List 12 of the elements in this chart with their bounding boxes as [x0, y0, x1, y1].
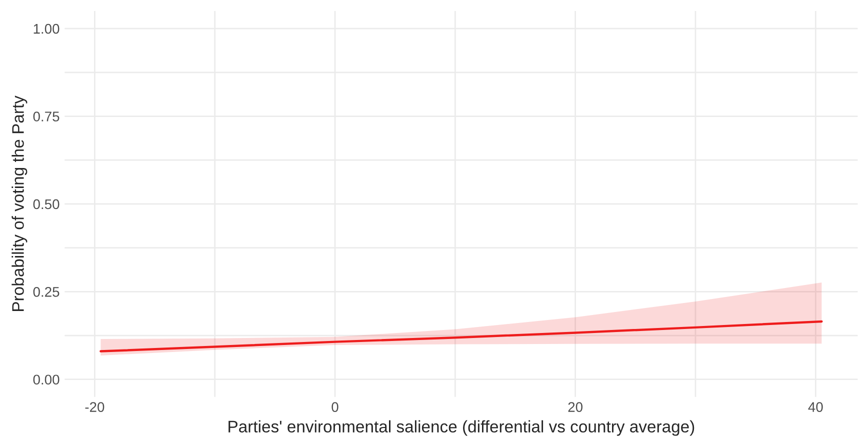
y-axis-title: Probability of voting the Party	[12, 96, 28, 311]
y-tick-label: 1.00	[34, 24, 60, 34]
x-axis-title: Parties' environmental salience (differential vs country average)	[228, 420, 694, 436]
y-tick-label: 0.25	[33, 286, 60, 297]
y-tick-label: 0.50	[33, 199, 60, 210]
y-tick-label: 0.75	[33, 112, 60, 122]
x-tick-label: -20	[85, 402, 104, 412]
x-tick-label: 0	[332, 402, 338, 412]
y-tick-label: 0.00	[33, 374, 60, 385]
x-tick-label: 40	[808, 402, 823, 412]
x-tick-label: 20	[568, 402, 582, 412]
line-series	[100, 320, 823, 352]
